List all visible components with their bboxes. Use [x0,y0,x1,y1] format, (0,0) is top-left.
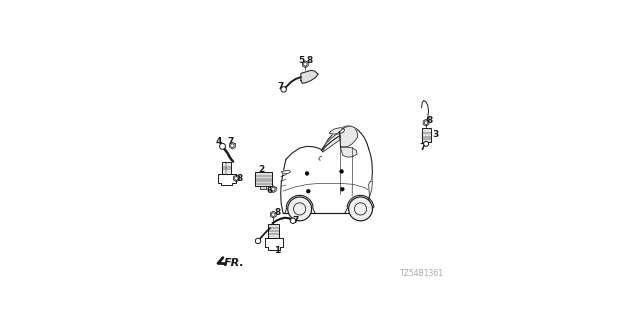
Polygon shape [340,126,358,147]
Text: 2: 2 [259,165,264,174]
Text: 8: 8 [275,208,280,217]
Circle shape [340,187,344,191]
Bar [422,128,431,142]
Circle shape [340,170,344,173]
Circle shape [307,189,310,193]
Text: 8: 8 [426,116,433,125]
Bar [221,162,232,174]
Text: 1: 1 [275,246,280,255]
Text: 3: 3 [432,130,438,139]
Polygon shape [282,170,291,174]
Text: 7: 7 [227,137,234,146]
Circle shape [288,197,312,221]
Circle shape [349,197,372,221]
Text: 7: 7 [278,82,284,91]
Text: TZ54B1361: TZ54B1361 [400,269,444,278]
Text: 5: 5 [298,56,304,65]
Circle shape [235,177,238,180]
Text: FR.: FR. [224,258,244,268]
Circle shape [230,144,234,147]
Bar [301,73,309,79]
Polygon shape [323,136,340,152]
Circle shape [271,188,275,191]
Text: 7: 7 [419,143,426,152]
Circle shape [255,238,260,244]
Circle shape [305,172,309,175]
Bar [268,224,279,238]
Circle shape [424,121,428,124]
Text: 4: 4 [216,137,222,146]
Text: 7: 7 [292,216,299,225]
Bar [255,172,271,186]
Circle shape [424,141,429,146]
Circle shape [303,62,307,66]
Polygon shape [301,70,318,83]
Polygon shape [321,132,340,150]
Polygon shape [369,181,372,196]
Polygon shape [329,128,345,134]
Text: 8: 8 [237,174,243,183]
Text: 6: 6 [266,186,273,195]
Text: 8: 8 [307,56,313,65]
Circle shape [220,143,225,149]
Circle shape [291,218,296,223]
Polygon shape [340,147,357,157]
Bar [260,186,266,189]
Circle shape [281,87,286,92]
Circle shape [271,213,275,216]
